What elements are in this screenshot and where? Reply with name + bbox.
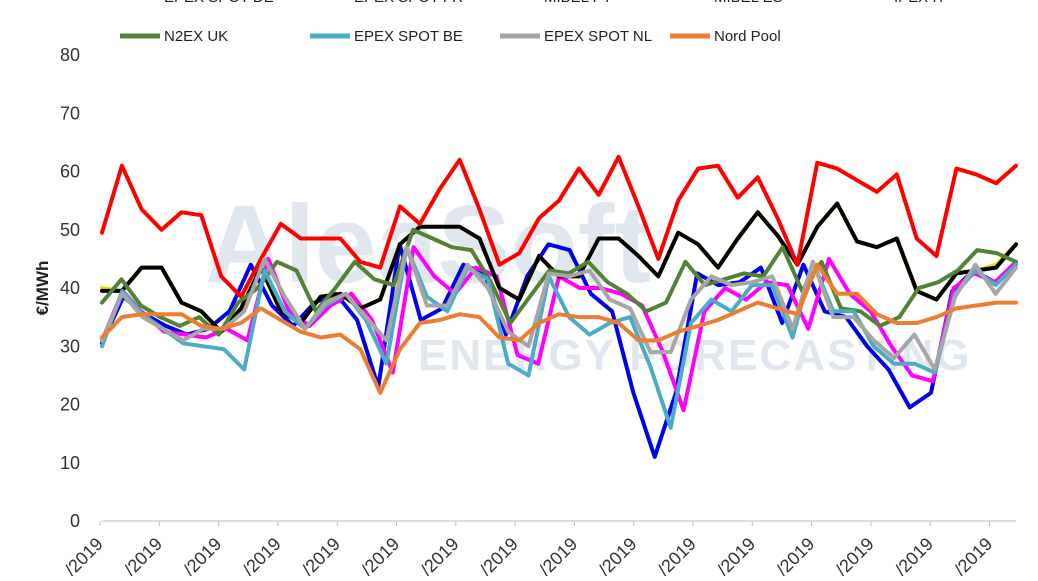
x-tick-label: /2019 — [832, 534, 878, 576]
legend-label-epex-spot-nl: EPEX SPOT NL — [544, 28, 652, 45]
legend-label-n2ex-uk: N2EX UK — [164, 28, 228, 45]
series-line-ipex-it — [100, 154, 1018, 299]
x-tick-label: /2019 — [417, 534, 463, 576]
x-tick-label: /2019 — [654, 534, 700, 576]
x-tick-label: /2019 — [298, 534, 344, 576]
legend: EPEX SPOT DE EPEX SPOT FR MIBEL PT MIBEL ES… — [120, 0, 946, 45]
y-tick-label: 40 — [60, 278, 80, 298]
y-tick-label: 70 — [60, 103, 80, 123]
x-tick-label: /2019 — [120, 534, 166, 576]
legend-label-epex-spot-fr: EPEX SPOT FR — [354, 0, 463, 6]
legend-label-epex-spot-de: EPEX SPOT DE — [164, 0, 274, 6]
legend-label-epex-spot-be: EPEX SPOT BE — [354, 28, 463, 45]
y-tick-label: 30 — [60, 336, 80, 356]
x-tick-label: /2019 — [239, 534, 285, 576]
y-axis-title: €/MWh — [33, 261, 52, 316]
y-tick-label: 10 — [60, 453, 80, 473]
series-line-epex-spot-nl — [100, 245, 1018, 372]
x-tick-label: /2019 — [179, 534, 225, 576]
x-tick-label: /2019 — [772, 534, 818, 576]
x-tick-label: /2019 — [357, 534, 403, 576]
legend-label-mibel-es: MIBEL ES — [714, 0, 783, 6]
y-tick-label: 20 — [60, 395, 80, 415]
legend-label-ipex-it: IPEX IT — [894, 0, 946, 6]
x-tick-label: /2019 — [61, 534, 107, 576]
x-tick-label: /2019 — [535, 534, 581, 576]
y-tick-label: 50 — [60, 220, 80, 240]
x-tick-label: /2019 — [476, 534, 522, 576]
y-tick-label: 0 — [70, 511, 80, 531]
x-tick-label: /2019 — [713, 534, 759, 576]
x-tick-label: /2019 — [950, 534, 996, 576]
series-line-nord-pool — [100, 262, 1018, 395]
x-tick-label: /2019 — [595, 534, 641, 576]
x-tick-label: /2019 — [891, 534, 937, 576]
legend-label-mibel-pt: MIBEL PT — [544, 0, 612, 6]
legend-label-nord-pool: Nord Pool — [714, 28, 781, 45]
y-tick-label: 80 — [60, 45, 80, 65]
plot-area — [100, 154, 1018, 459]
watermark: AleaSoft ENERGY FORECASTING — [205, 183, 969, 380]
y-tick-label: 60 — [60, 162, 80, 182]
